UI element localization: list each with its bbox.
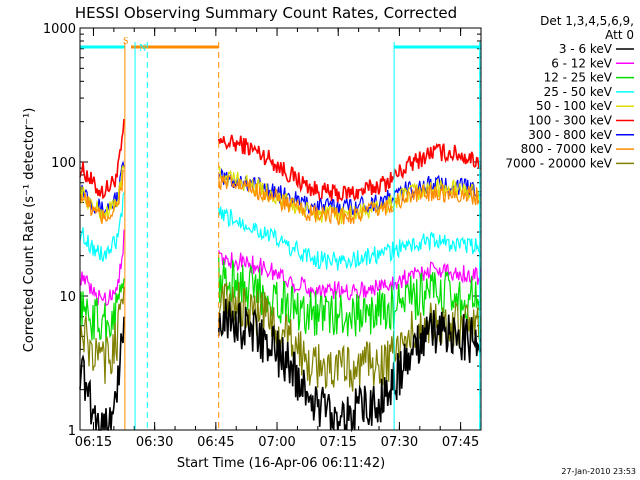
x-tick-label: 07:00 [258, 435, 295, 450]
y-tick-label: 100 [51, 156, 76, 171]
footer-timestamp: 27-Jan-2010 23:53 [561, 467, 636, 476]
legend-entry-label: 25 - 50 keV [544, 85, 613, 99]
x-axis-label: Start Time (16-Apr-06 06:11:42) [177, 456, 385, 471]
x-tick-label: 07:15 [319, 435, 356, 450]
legend-entry-label: 3 - 6 keV [559, 42, 613, 56]
plot-frame [79, 27, 482, 431]
series-line [217, 298, 482, 433]
y-tick-label: 1 [68, 424, 76, 439]
x-tick-label: 07:30 [381, 435, 418, 450]
chart-title: HESSI Observing Summary Count Rates, Cor… [75, 4, 457, 22]
x-tick-label: 06:15 [75, 435, 112, 450]
y-axis-label: Corrected Count Rate (s⁻¹ detector⁻¹) [22, 108, 37, 353]
y-tick-label: 10 [59, 290, 76, 305]
legend-entry-label: 6 - 12 keV [551, 56, 613, 70]
legend-entry-label: 300 - 800 keV [528, 128, 612, 142]
legend-entry-label: 7000 - 20000 keV [505, 156, 612, 170]
y-tick-label: 1000 [43, 22, 76, 37]
observing-bar-label: S [123, 36, 129, 47]
series-line [217, 134, 482, 204]
series-line [79, 229, 125, 307]
series-line [79, 278, 125, 346]
x-tick-label: 07:45 [442, 435, 479, 450]
series-line [218, 206, 482, 271]
legend-header-line1: Det 1,3,4,5,6,9, [540, 14, 634, 28]
series-line [79, 192, 125, 262]
series-line [218, 250, 482, 302]
x-tick-label: 06:30 [136, 435, 173, 450]
plot-area: 1 10 100 1000 06:15 06:30 06:45 07:00 07:15 07:30… [43, 22, 482, 450]
series-line [79, 169, 125, 224]
series-line [79, 118, 125, 200]
series-line [79, 286, 125, 384]
series-line [79, 160, 125, 217]
legend-header-line2: Att 0 [605, 28, 634, 42]
legend-entry-label: 12 - 25 keV [544, 71, 613, 85]
legend-entry-label: 800 - 7000 keV [521, 142, 613, 156]
legend-entry-label: 50 - 100 keV [536, 99, 613, 113]
series-line [79, 316, 125, 432]
marker-label: N [139, 43, 146, 54]
series-line [218, 175, 482, 226]
legend-entry-label: 100 - 300 keV [528, 114, 612, 128]
x-tick-label: 06:45 [197, 435, 234, 450]
